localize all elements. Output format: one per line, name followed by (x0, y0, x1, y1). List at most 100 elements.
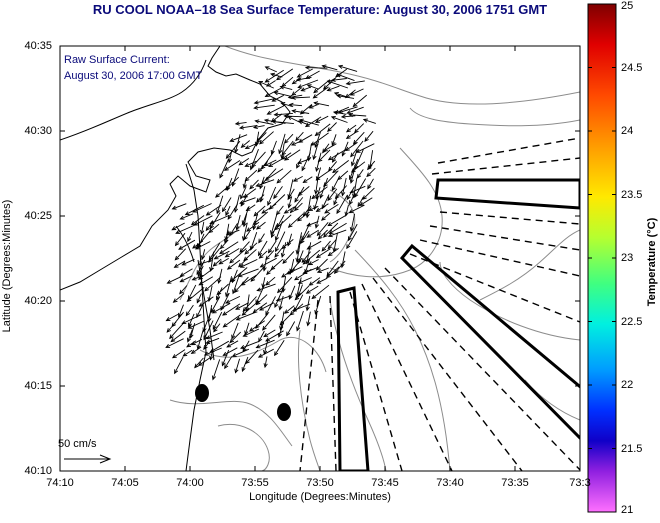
current-vector (337, 170, 349, 180)
current-vector-head (278, 305, 283, 311)
current-vector-head (274, 303, 279, 309)
current-vector (272, 94, 285, 102)
current-vector (354, 149, 364, 169)
current-vector (230, 134, 248, 142)
current-vector (308, 143, 312, 161)
current-vector (314, 102, 330, 107)
colorbar-tick-label: 21 (621, 504, 634, 516)
current-vector (254, 98, 275, 104)
current-vector-head (305, 213, 310, 219)
current-vector-head (170, 337, 176, 343)
current-vector-head (171, 354, 177, 359)
current-vector-head (349, 91, 355, 96)
current-vector (244, 242, 258, 255)
current-vector-head (249, 245, 254, 251)
current-vector-head (244, 145, 250, 150)
current-vector (227, 203, 239, 220)
current-vector (226, 177, 233, 191)
current-vector (216, 283, 229, 295)
current-vector-head (265, 281, 271, 286)
current-vector-head (237, 273, 243, 278)
current-vector (198, 267, 214, 280)
current-vector-head (284, 309, 289, 314)
current-vector-head (300, 87, 306, 92)
current-vector (273, 186, 283, 199)
current-vector (359, 197, 373, 206)
current-vector-head (287, 116, 293, 121)
current-vector (323, 143, 337, 152)
disposal-area-south (336, 286, 370, 471)
current-vector (245, 160, 257, 167)
current-vector-head (258, 238, 263, 244)
current-vector (224, 160, 241, 171)
current-vector (256, 179, 275, 187)
current-vector-head (190, 341, 196, 346)
current-vector-head (263, 118, 269, 123)
current-vector-head (205, 339, 211, 345)
current-vector-head (265, 337, 271, 342)
current-vector (298, 79, 319, 88)
current-vector-head (296, 73, 302, 78)
current-vector (349, 193, 355, 205)
current-vector-head (326, 80, 332, 85)
current-vector (369, 150, 374, 169)
current-vector (206, 337, 220, 344)
current-vector (225, 205, 231, 216)
current-vector-head (235, 305, 241, 310)
current-vector-head (242, 183, 247, 189)
current-vector-head (213, 255, 219, 260)
current-vector (175, 224, 196, 234)
current-vector-head (243, 235, 248, 241)
current-vector (350, 169, 355, 184)
current-vector (226, 140, 241, 159)
current-vector-head (306, 321, 311, 327)
current-vector (316, 169, 332, 181)
current-vector (328, 161, 338, 172)
current-vector (257, 160, 269, 173)
current-vector (298, 277, 312, 284)
current-vector (192, 274, 204, 281)
current-vector-head (252, 124, 258, 130)
current-vector-head (296, 326, 301, 332)
current-vector (231, 269, 238, 283)
current-vector (331, 134, 337, 146)
current-vector (298, 120, 310, 126)
current-vector (246, 221, 260, 232)
current-vector (306, 295, 311, 311)
current-vector (261, 203, 277, 214)
current-vector (208, 223, 220, 233)
current-vector (303, 176, 313, 183)
current-vector (316, 258, 328, 271)
current-vector-head (267, 201, 272, 206)
current-vector-head (321, 216, 326, 221)
current-vector (328, 248, 339, 256)
current-vector-head (238, 125, 245, 130)
current-vector (264, 159, 277, 167)
current-vector (253, 213, 259, 230)
current-vector-head (362, 195, 367, 200)
current-vector (174, 356, 184, 374)
current-vector-head (290, 141, 296, 146)
current-vector-head (350, 152, 355, 158)
current-vector (180, 213, 194, 220)
current-vector (198, 260, 211, 265)
current-vector-head (340, 114, 346, 119)
current-vector (229, 331, 242, 343)
current-vector-head (241, 367, 246, 373)
current-vector-head (302, 178, 308, 184)
current-vector-head (229, 258, 234, 264)
current-vector-head (190, 349, 196, 354)
current-vector-head (225, 211, 230, 217)
current-vector-head (359, 201, 365, 206)
current-vector-head (327, 156, 333, 161)
current-vector (211, 296, 221, 313)
current-vector-head (264, 176, 270, 181)
colorbar-tick-label: 23 (621, 252, 634, 264)
current-vector-head (275, 297, 281, 302)
current-vector (210, 214, 230, 225)
current-vector (209, 242, 221, 260)
current-vector (292, 303, 311, 312)
current-vector (206, 331, 223, 340)
current-vector (323, 170, 339, 187)
